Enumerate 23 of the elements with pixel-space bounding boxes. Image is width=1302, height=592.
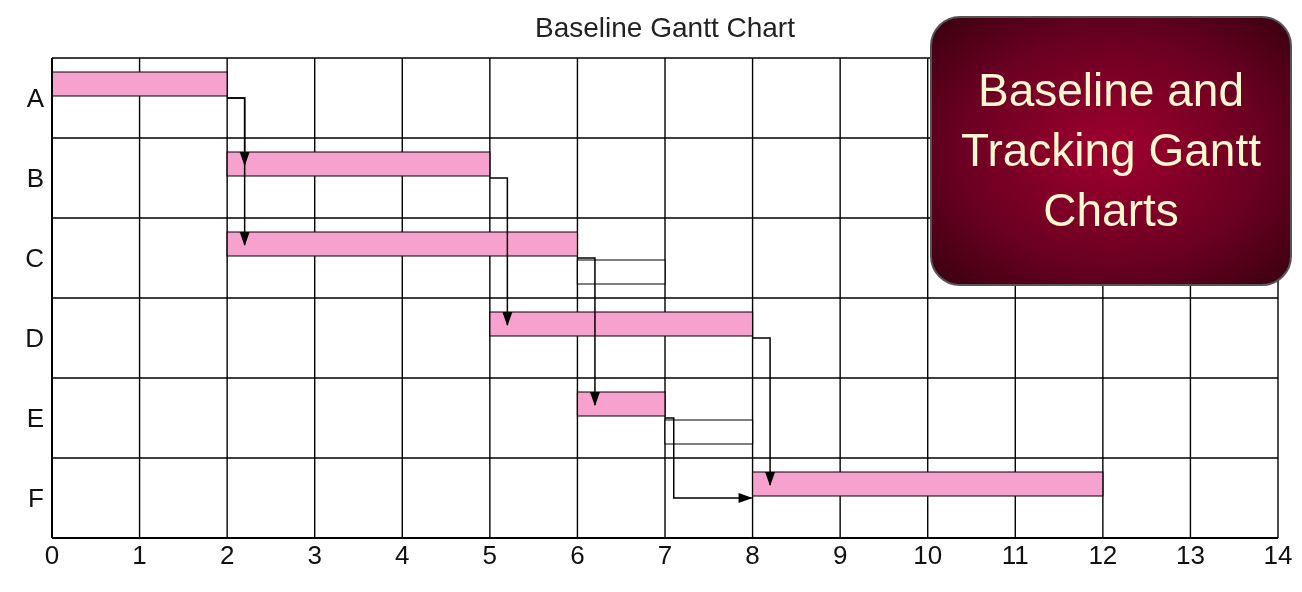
y-tick-label: C	[25, 243, 44, 274]
y-tick-label: A	[26, 83, 45, 114]
x-tick-label: 3	[307, 540, 322, 571]
x-tick-label: 2	[219, 540, 235, 571]
x-tick-label: 6	[570, 540, 585, 571]
x-tick-label: 13	[1175, 540, 1205, 571]
x-tick-label: 9	[832, 540, 848, 571]
x-tick-label: 1	[132, 540, 147, 571]
chart-title: Baseline Gantt Chart	[534, 12, 796, 44]
y-tick-label: F	[28, 483, 44, 514]
y-tick-label: E	[26, 403, 44, 434]
y-tick-label: D	[25, 323, 44, 354]
x-tick-label: 0	[44, 540, 60, 571]
x-tick-label: 11	[1001, 540, 1029, 571]
x-tick-label: 7	[657, 540, 673, 571]
x-tick-label: 12	[1088, 540, 1118, 571]
x-tick-label: 10	[913, 540, 943, 571]
x-tick-label: 8	[745, 540, 760, 571]
x-tick-label: 5	[482, 540, 498, 571]
annotation: Baseline and Tracking Gantt Charts	[930, 16, 1292, 286]
y-tick-label: B	[26, 163, 44, 194]
x-tick-label: 4	[395, 540, 410, 571]
x-tick-label: 14	[1263, 540, 1293, 571]
